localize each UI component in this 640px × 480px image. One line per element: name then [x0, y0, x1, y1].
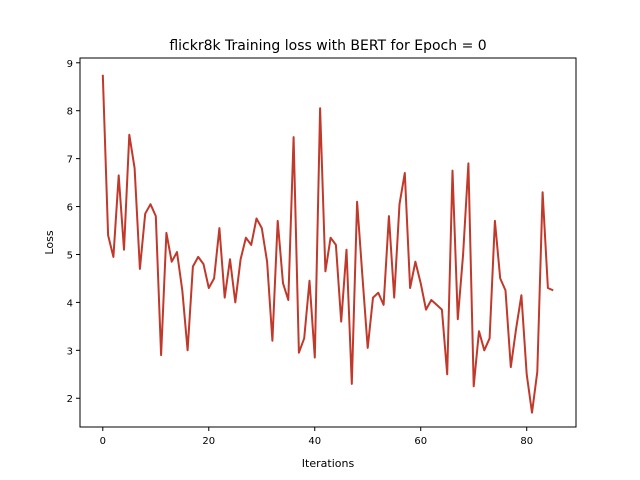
y-tick-label: 5 — [67, 250, 73, 261]
x-tick-label: 0 — [100, 436, 106, 447]
x-tick-label: 60 — [414, 436, 427, 447]
y-tick-label: 6 — [67, 203, 73, 214]
chart-title: flickr8k Training loss with BERT for Epo… — [169, 38, 486, 54]
loss-series-line — [101, 74, 554, 414]
y-tick-label: 4 — [67, 298, 73, 309]
y-axis-label: Loss — [43, 230, 56, 254]
x-axis-ticks: 0 20 40 60 80 — [100, 427, 533, 447]
axes-frame — [79, 57, 577, 428]
y-tick-label: 9 — [67, 59, 73, 70]
y-axis-ticks: 2 3 4 5 6 7 8 9 — [67, 59, 80, 405]
y-tick-label: 7 — [67, 155, 73, 166]
x-axis-label: Iterations — [302, 457, 355, 470]
y-tick-label: 8 — [67, 107, 73, 118]
y-tick-label: 2 — [67, 394, 73, 405]
x-tick-label: 40 — [308, 436, 321, 447]
y-tick-label: 3 — [67, 346, 73, 357]
x-tick-label: 20 — [202, 436, 215, 447]
x-tick-label: 80 — [520, 436, 533, 447]
